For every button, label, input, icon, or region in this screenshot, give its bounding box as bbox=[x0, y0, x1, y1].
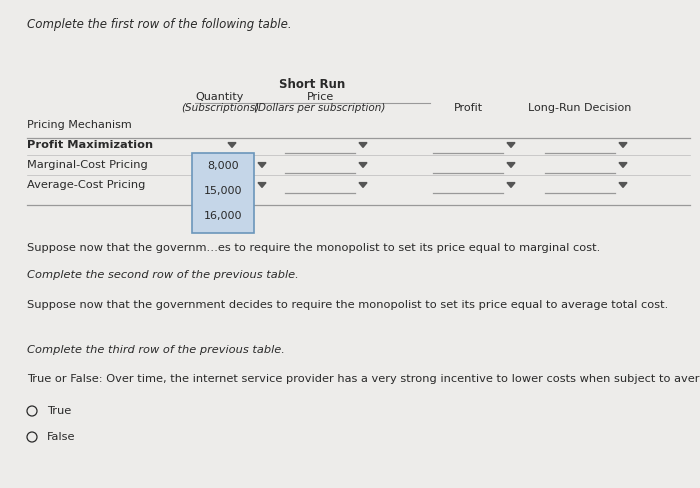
Polygon shape bbox=[619, 183, 627, 187]
Text: Complete the third row of the previous table.: Complete the third row of the previous t… bbox=[27, 345, 285, 355]
Text: (Dollars per subscription): (Dollars per subscription) bbox=[254, 103, 386, 113]
Text: Price: Price bbox=[307, 92, 334, 102]
Polygon shape bbox=[359, 183, 367, 187]
Polygon shape bbox=[359, 163, 367, 167]
Text: Average-Cost Pricing: Average-Cost Pricing bbox=[27, 180, 146, 190]
Polygon shape bbox=[507, 142, 515, 147]
Polygon shape bbox=[619, 142, 627, 147]
Text: Pricing Mechanism: Pricing Mechanism bbox=[27, 120, 132, 130]
Text: Complete the first row of the following table.: Complete the first row of the following … bbox=[27, 18, 292, 31]
Text: 16,000: 16,000 bbox=[204, 211, 242, 221]
Text: Long-Run Decision: Long-Run Decision bbox=[528, 103, 631, 113]
Text: Complete the second row of the previous table.: Complete the second row of the previous … bbox=[27, 270, 299, 280]
Text: 8,000: 8,000 bbox=[207, 161, 239, 171]
Text: Profit Maximization: Profit Maximization bbox=[27, 140, 153, 150]
Text: Suppose now that the governm…es to require the monopolist to set its price equal: Suppose now that the governm…es to requi… bbox=[27, 243, 601, 253]
Polygon shape bbox=[228, 142, 236, 147]
Text: True or False: Over time, the internet service provider has a very strong incent: True or False: Over time, the internet s… bbox=[27, 374, 700, 384]
Text: (Subscriptions): (Subscriptions) bbox=[181, 103, 259, 113]
Polygon shape bbox=[507, 163, 515, 167]
Text: Suppose now that the government decides to require the monopolist to set its pri: Suppose now that the government decides … bbox=[27, 300, 668, 310]
Polygon shape bbox=[258, 183, 266, 187]
Polygon shape bbox=[359, 142, 367, 147]
FancyBboxPatch shape bbox=[192, 153, 254, 233]
Text: False: False bbox=[47, 432, 76, 442]
Text: 15,000: 15,000 bbox=[204, 186, 242, 196]
Polygon shape bbox=[507, 183, 515, 187]
Polygon shape bbox=[619, 163, 627, 167]
Text: Quantity: Quantity bbox=[196, 92, 244, 102]
Text: Profit: Profit bbox=[454, 103, 482, 113]
Polygon shape bbox=[258, 163, 266, 167]
Text: Short Run: Short Run bbox=[279, 78, 346, 91]
Text: True: True bbox=[47, 406, 71, 416]
Text: Marginal-Cost Pricing: Marginal-Cost Pricing bbox=[27, 160, 148, 170]
